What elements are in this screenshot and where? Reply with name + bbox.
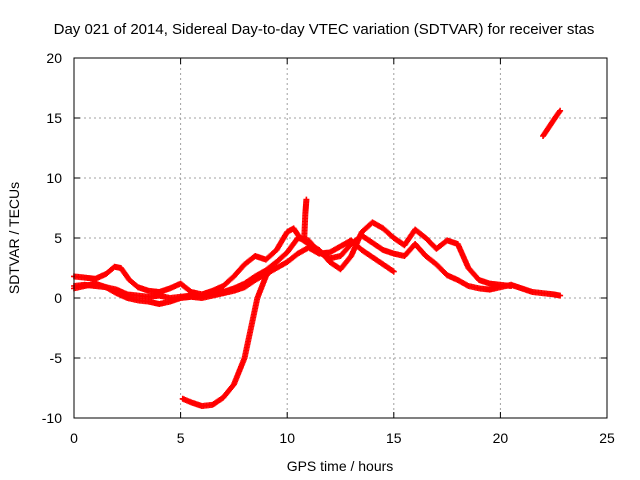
data-point [389, 267, 396, 274]
series-track-5 [540, 107, 564, 139]
data-point [390, 268, 397, 275]
x-tick-label: 20 [493, 430, 509, 446]
series-track-4 [179, 265, 276, 409]
x-axis-label: GPS time / hours [287, 458, 394, 474]
series-spike [301, 196, 310, 241]
data-point [269, 265, 276, 271]
y-tick-label: 20 [46, 50, 62, 66]
grid-lines [74, 58, 607, 418]
y-tick-label: -5 [50, 350, 63, 366]
y-tick-label: 10 [46, 170, 62, 186]
plot-frame [73, 57, 608, 419]
data-point [557, 292, 564, 299]
x-tick-label: 0 [70, 430, 78, 446]
y-tick-label: -10 [42, 410, 62, 426]
chart-title: Day 021 of 2014, Sidereal Day-to-day VTE… [54, 21, 595, 38]
y-tick-label: 15 [46, 110, 62, 126]
data-points [71, 107, 564, 409]
axis-ticks: 0 5 10 15 20 25 -10 -5 0 5 10 15 20 [42, 50, 615, 446]
x-tick-label: 15 [386, 430, 402, 446]
y-tick-label: 5 [54, 230, 62, 246]
y-axis-label: SDTVAR / TECUs [6, 182, 22, 294]
series-track-2 [71, 232, 564, 301]
y-tick-label: 0 [54, 290, 62, 306]
data-point [303, 196, 310, 203]
data-point [557, 107, 564, 114]
x-tick-label: 25 [599, 430, 615, 446]
x-tick-label: 5 [177, 430, 185, 446]
x-tick-label: 10 [279, 430, 295, 446]
